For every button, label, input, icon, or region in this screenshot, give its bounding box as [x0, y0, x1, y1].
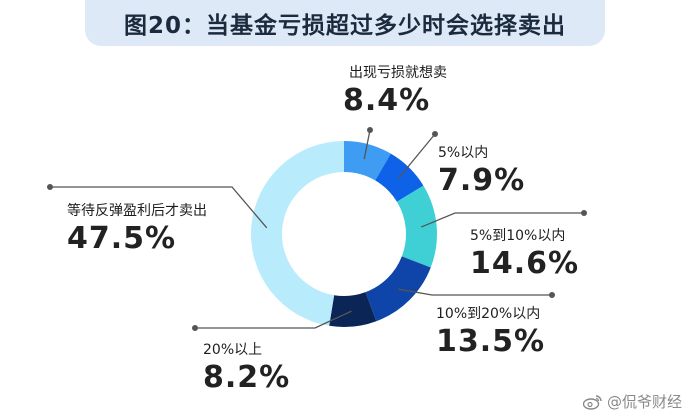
- label-group-within-5: 5%以内 7.9%: [438, 144, 525, 200]
- slice-value-5-to-10: 14.6%: [470, 246, 580, 281]
- label-group-wait-rebound: 等待反弹盈利后才卖出 47.5%: [67, 202, 207, 258]
- slice-label-sell-on-loss: 出现亏损就想卖: [349, 65, 447, 81]
- leader-dot-10-to-20: [549, 292, 555, 298]
- donut-slice-10-to-20: [365, 256, 431, 322]
- leader-line-within-5: [397, 133, 436, 180]
- leader-dot-5-to-10: [581, 210, 587, 216]
- donut-slice-5-to-10: [396, 185, 437, 268]
- slice-label-within-5: 5%以内: [438, 145, 489, 161]
- slice-value-10-to-20: 13.5%: [436, 324, 546, 359]
- leader-dot-within-5: [432, 131, 438, 137]
- donut-slice-above-20: [329, 292, 377, 327]
- title-banner: 图20：当基金亏损超过多少时会选择卖出: [85, 0, 605, 46]
- slice-label-wait-rebound: 等待反弹盈利后才卖出: [67, 203, 207, 219]
- label-group-10-to-20: 10%到20%以内 13.5%: [436, 305, 545, 361]
- chart-title: 图20：当基金亏损超过多少时会选择卖出: [123, 13, 566, 39]
- label-group-5-to-10: 5%到10%以内 14.6%: [470, 227, 579, 283]
- slice-label-5-to-10: 5%到10%以内: [470, 228, 566, 244]
- slice-value-within-5: 7.9%: [438, 163, 526, 198]
- slice-label-10-to-20: 10%到20%以内: [436, 306, 541, 322]
- label-group-sell-on-loss: 出现亏损就想卖 8.4%: [343, 64, 453, 120]
- leader-dot-above-20: [192, 325, 198, 331]
- slice-value-sell-on-loss: 8.4%: [343, 83, 431, 118]
- watermark-text: @侃爷财经: [606, 393, 682, 411]
- weibo-icon: [582, 394, 602, 410]
- leader-line-10-to-20: [398, 288, 552, 296]
- slice-label-above-20: 20%以上: [203, 342, 263, 358]
- donut-slice-wait-rebound: [251, 141, 344, 326]
- leader-line-5-to-10: [420, 212, 584, 228]
- leader-dot-wait-rebound: [47, 184, 53, 190]
- slice-value-wait-rebound: 47.5%: [67, 221, 177, 256]
- watermark: @侃爷财经: [582, 391, 682, 412]
- label-group-above-20: 20%以上 8.2%: [203, 341, 290, 397]
- donut-slice-sell-on-loss: [344, 141, 391, 181]
- slice-value-above-20: 8.2%: [203, 360, 291, 395]
- leader-line-sell-on-loss: [363, 129, 371, 160]
- leader-line-wait-rebound: [50, 186, 268, 229]
- leader-line-above-20: [195, 310, 352, 329]
- leader-dot-sell-on-loss: [367, 127, 373, 133]
